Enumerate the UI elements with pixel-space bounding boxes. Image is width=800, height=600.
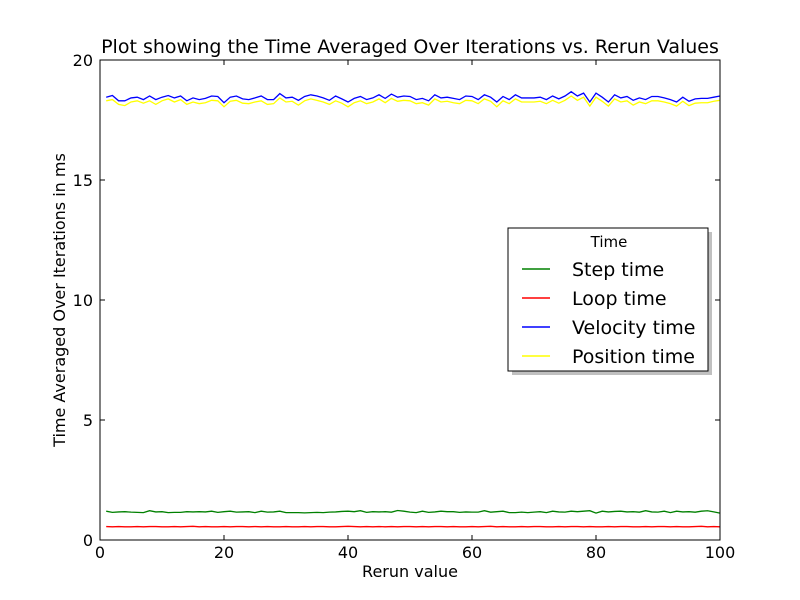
x-tick-label: 80	[586, 543, 606, 562]
series-layer	[106, 90, 721, 528]
x-tick-label: 20	[214, 543, 234, 562]
legend-title: Time	[590, 233, 628, 251]
y-tick-label: 0	[83, 531, 93, 550]
y-tick-label: 15	[73, 171, 93, 190]
chart-title: Plot showing the Time Averaged Over Iter…	[101, 36, 719, 58]
x-tick-label: 100	[705, 543, 736, 562]
y-tick-label: 10	[73, 291, 93, 310]
x-tick-label: 0	[95, 543, 105, 562]
legend-box	[507, 227, 709, 372]
legend-label-step-time: Step time	[572, 259, 664, 281]
x-axis: 0 20 40 60 80 100	[95, 60, 735, 562]
y-tick-label: 5	[83, 411, 93, 430]
legend-label-velocity-time: Velocity time	[572, 317, 696, 339]
x-tick-label: 40	[338, 543, 358, 562]
legend: Time Step time Loop time Velocity time Posit…	[507, 227, 712, 375]
series-line-step-time	[106, 509, 721, 514]
x-tick-label: 60	[462, 543, 482, 562]
y-axis-label: Time Averaged Over Iterations in ms	[50, 153, 69, 448]
legend-label-loop-time: Loop time	[572, 288, 667, 310]
y-axis: 0 5 10 15 20	[73, 51, 720, 550]
series-line-position-time	[106, 95, 721, 108]
legend-label-position-time: Position time	[572, 346, 695, 368]
series-line-velocity-time	[106, 90, 721, 104]
y-tick-label: 20	[73, 51, 93, 70]
x-axis-label: Rerun value	[362, 562, 458, 581]
